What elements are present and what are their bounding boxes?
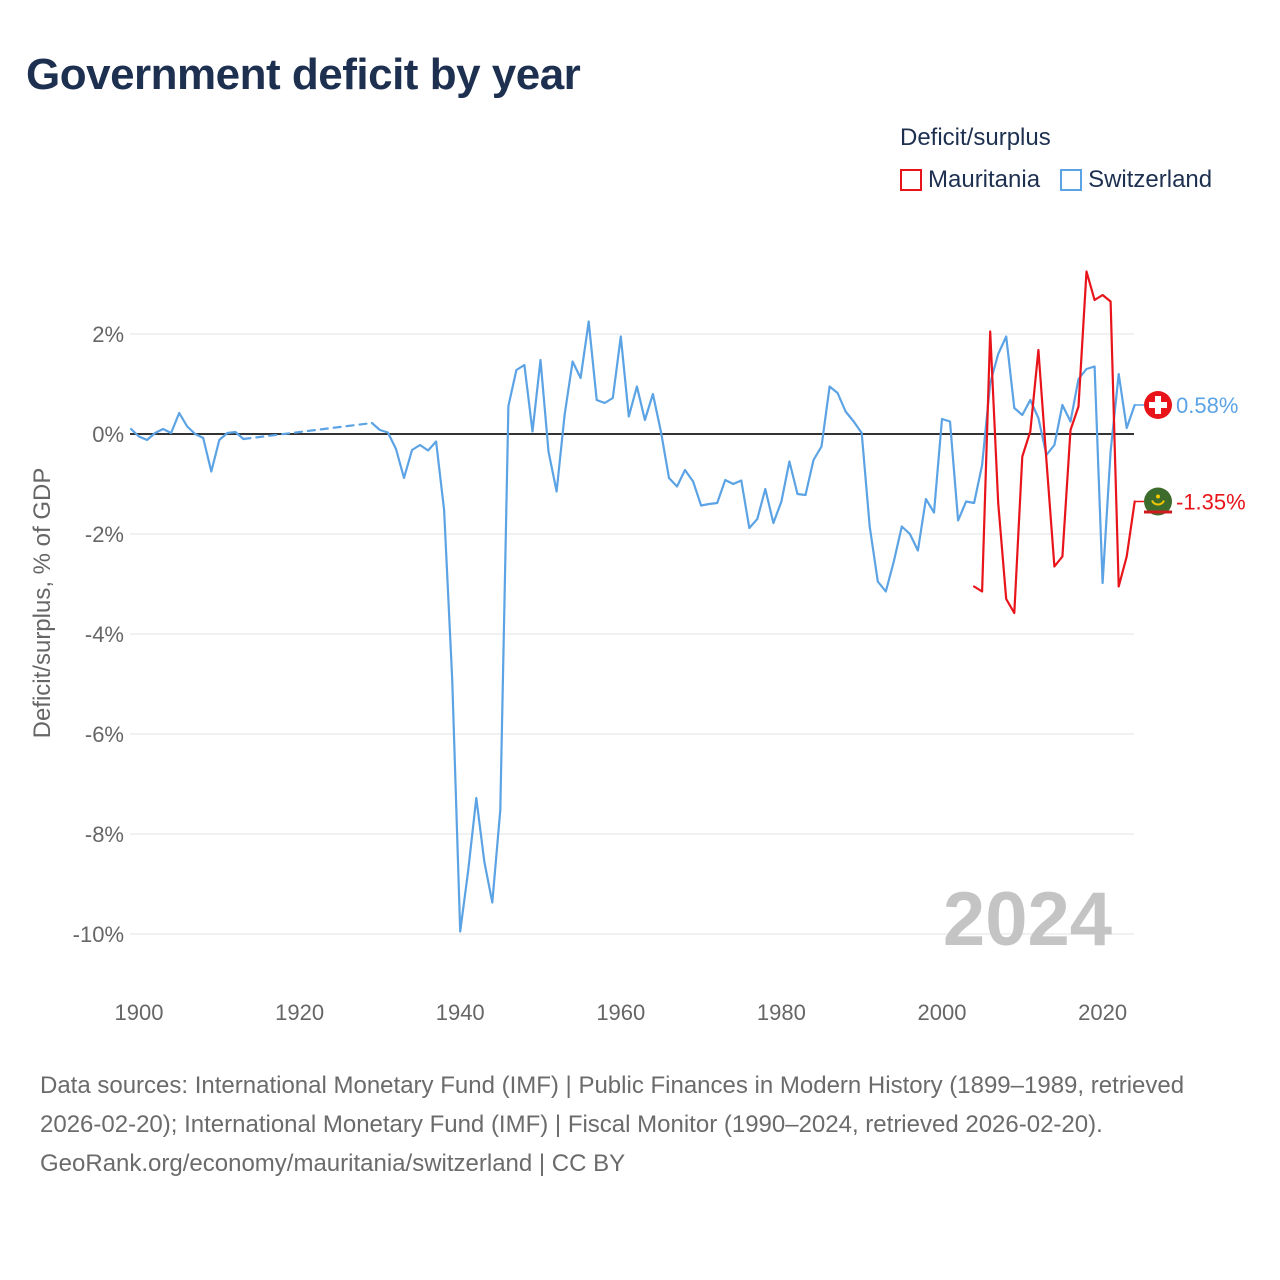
chart-title: Government deficit by year — [26, 50, 581, 99]
credit-link[interactable]: GeoRank.org/economy/mauritania/switzerla… — [40, 1150, 626, 1177]
x-tick-label: 1980 — [757, 1000, 806, 1025]
year-watermark: 2024 — [943, 877, 1112, 962]
flag-switzerland-icon — [1144, 391, 1172, 419]
y-tick-label: -2% — [85, 522, 124, 547]
y-tick-label: 0% — [92, 422, 124, 447]
legend: Deficit/surplus Mauritania Switzerland — [900, 124, 1212, 194]
end-value-label-mauritania: -1.35% — [1176, 490, 1246, 515]
end-value-label-switzerland: 0.58% — [1176, 393, 1238, 418]
series-line-switzerland[interactable] — [129, 411, 245, 473]
x-tick-label: 2000 — [918, 1000, 967, 1025]
x-tick-label: 1920 — [275, 1000, 324, 1025]
series-line-switzerland[interactable] — [370, 320, 1136, 933]
end-label-layer: 0.58% -1.35% — [1134, 391, 1246, 516]
y-tick-label: 2% — [92, 322, 124, 347]
legend-title: Deficit/surplus — [900, 124, 1051, 151]
data-sources: Data sources: International Monetary Fun… — [40, 1072, 1185, 1138]
legend-label-mauritania: Mauritania — [928, 166, 1041, 193]
series-line-switzerland-dashed[interactable] — [242, 421, 373, 441]
series-line-mauritania[interactable] — [972, 270, 1136, 615]
y-axis-label: Deficit/surplus, % of GDP — [29, 468, 56, 739]
legend-swatch-mauritania — [900, 169, 922, 191]
grid-layer: 2% 0% -2% -4% -6% -8% -10% 1900 1920 1940 1960 1980… — [73, 322, 1134, 1025]
y-tick-label: -4% — [85, 622, 124, 647]
flag-mauritania-icon — [1144, 487, 1172, 516]
legend-items: Mauritania Switzerland — [900, 166, 1212, 194]
x-tick-label: 1940 — [436, 1000, 485, 1025]
x-tick-label: 1960 — [596, 1000, 645, 1025]
x-tick-label: 2020 — [1078, 1000, 1127, 1025]
y-tick-label: -10% — [73, 922, 124, 947]
legend-swatch-switzerland — [1060, 169, 1083, 191]
y-tick-label: -6% — [85, 722, 124, 747]
x-tick-label: 1900 — [115, 1000, 164, 1025]
series-layer — [129, 270, 1136, 933]
line-chart: 2% 0% -2% -4% -6% -8% -10% 1900 1920 1940 1960 1980… — [29, 270, 1246, 1025]
footer: Data sources: International Monetary Fun… — [40, 1066, 1240, 1183]
legend-item-switzerland[interactable]: Switzerland — [1060, 166, 1212, 194]
y-tick-label: -8% — [85, 822, 124, 847]
legend-label-switzerland: Switzerland — [1088, 166, 1213, 193]
legend-item-mauritania[interactable]: Mauritania — [900, 166, 1040, 194]
